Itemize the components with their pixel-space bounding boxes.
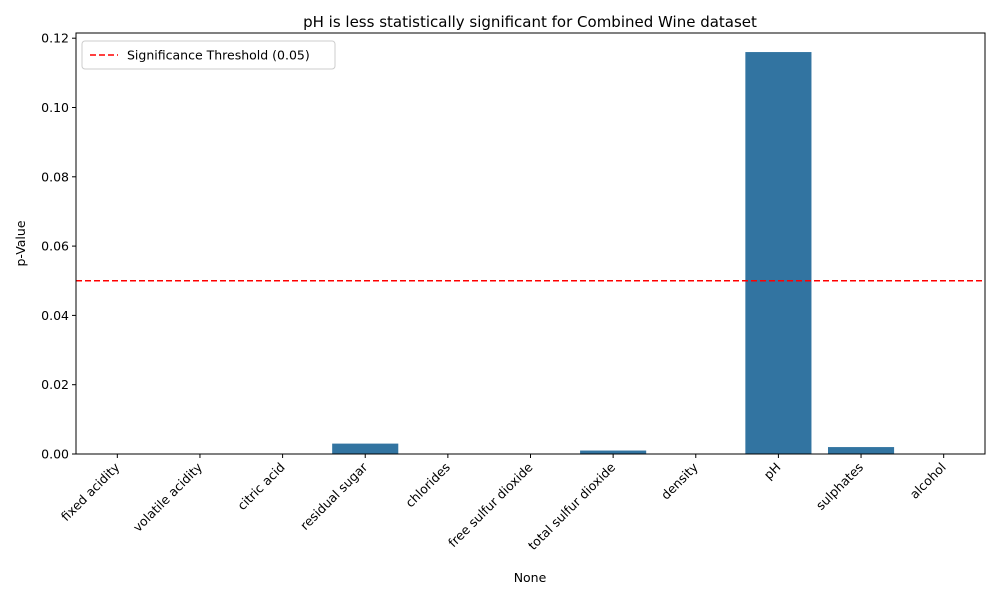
x-tick-label: sulphates [813,460,866,513]
bar-ph [745,52,811,454]
legend-threshold-label: Significance Threshold (0.05) [127,48,310,63]
legend: Significance Threshold (0.05) [82,41,335,69]
x-tick-label: total sulfur dioxide [525,459,619,553]
y-tick-label: 0.10 [41,100,69,115]
x-tick-label: alcohol [907,460,949,502]
y-tick-label: 0.04 [41,308,69,323]
x-tick-label: residual sugar [297,459,371,533]
y-tick-label: 0.06 [41,239,69,254]
bar-total-sulfur-dioxide [580,451,646,454]
y-tick-label: 0.02 [41,377,69,392]
x-tick-label: volatile acidity [130,459,206,535]
y-tick-label: 0.00 [41,447,69,462]
y-axis-label: p-Value [13,220,28,266]
y-tick-label: 0.12 [41,31,69,46]
y-axis: 0.00 0.02 0.04 0.06 0.08 0.10 0.12 [41,31,76,462]
x-tick-label: citric acid [234,460,287,513]
x-axis: fixed acidity volatile acidity citric acid… [58,454,949,553]
plot-frame [76,33,985,454]
x-tick-label: fixed acidity [58,459,123,524]
bars-group [332,52,894,454]
bar-sulphates [828,447,894,454]
bar-residual-sugar [332,444,398,454]
chart-title: pH is less statistically significant for… [303,13,757,31]
x-axis-label: None [514,570,547,585]
y-tick-label: 0.08 [41,169,69,184]
x-tick-label: pH [761,460,784,483]
x-tick-label: chlorides [402,460,453,511]
x-tick-label: free sulfur dioxide [445,459,536,550]
x-tick-label: density [658,459,701,502]
